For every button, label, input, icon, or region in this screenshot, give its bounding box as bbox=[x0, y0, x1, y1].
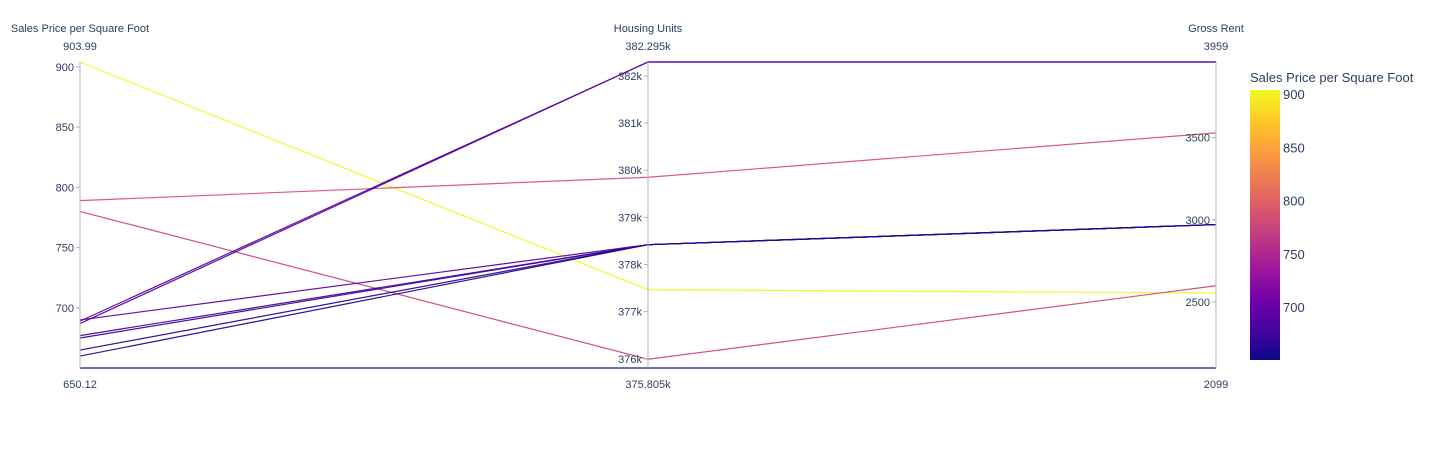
axis-range-min: 2099 bbox=[1204, 379, 1228, 391]
tick-label: 379k bbox=[618, 212, 642, 224]
tick-label: 378k bbox=[618, 260, 642, 272]
axis-title: Housing Units bbox=[614, 23, 683, 35]
tick-label: 700 bbox=[56, 303, 74, 315]
colorbar-tick-label: 850 bbox=[1283, 140, 1305, 155]
tick-label: 377k bbox=[618, 307, 642, 319]
axis-range-min: 650.12 bbox=[63, 379, 97, 391]
tick-label: 750 bbox=[56, 243, 74, 255]
colorbar-tick-label: 900 bbox=[1283, 87, 1305, 102]
axis-0: Sales Price per Square Foot 903.99 650.12 7… bbox=[11, 23, 149, 391]
axis-range-max: 3959 bbox=[1204, 41, 1228, 53]
colorbar-tick-label: 700 bbox=[1283, 300, 1305, 315]
colorbar-tick-label: 800 bbox=[1283, 194, 1305, 209]
tick-label: 900 bbox=[56, 62, 74, 74]
axis-range-max: 903.99 bbox=[63, 41, 97, 53]
axis-title: Sales Price per Square Foot bbox=[11, 23, 149, 35]
tick-label: 3000 bbox=[1186, 215, 1210, 227]
axis-title: Gross Rent bbox=[1188, 23, 1244, 35]
axis-range-max: 382.295k bbox=[625, 41, 671, 53]
colorbar-gradient bbox=[1250, 90, 1280, 360]
colorbar-title: Sales Price per Square Foot bbox=[1250, 70, 1414, 85]
colorbar-tick-label: 750 bbox=[1283, 247, 1305, 262]
axis-2: Gross Rent 3959 2099 2500 3000 3500 bbox=[1186, 23, 1244, 391]
tick-label: 376k bbox=[618, 354, 642, 366]
tick-label: 381k bbox=[618, 118, 642, 130]
axis-range-min: 375.805k bbox=[625, 379, 671, 391]
colorbar: Sales Price per Square Foot 700 750 800 850… bbox=[1250, 70, 1414, 360]
axis-1: Housing Units 382.295k 375.805k 376k 377k 378… bbox=[614, 23, 683, 391]
tick-label: 380k bbox=[618, 165, 642, 177]
tick-label: 3500 bbox=[1186, 133, 1210, 145]
tick-label: 2500 bbox=[1186, 297, 1210, 309]
tick-label: 800 bbox=[56, 182, 74, 194]
tick-label: 382k bbox=[618, 71, 642, 83]
axes: Sales Price per Square Foot 903.99 650.12 7… bbox=[11, 23, 1244, 391]
tick-label: 850 bbox=[56, 122, 74, 134]
